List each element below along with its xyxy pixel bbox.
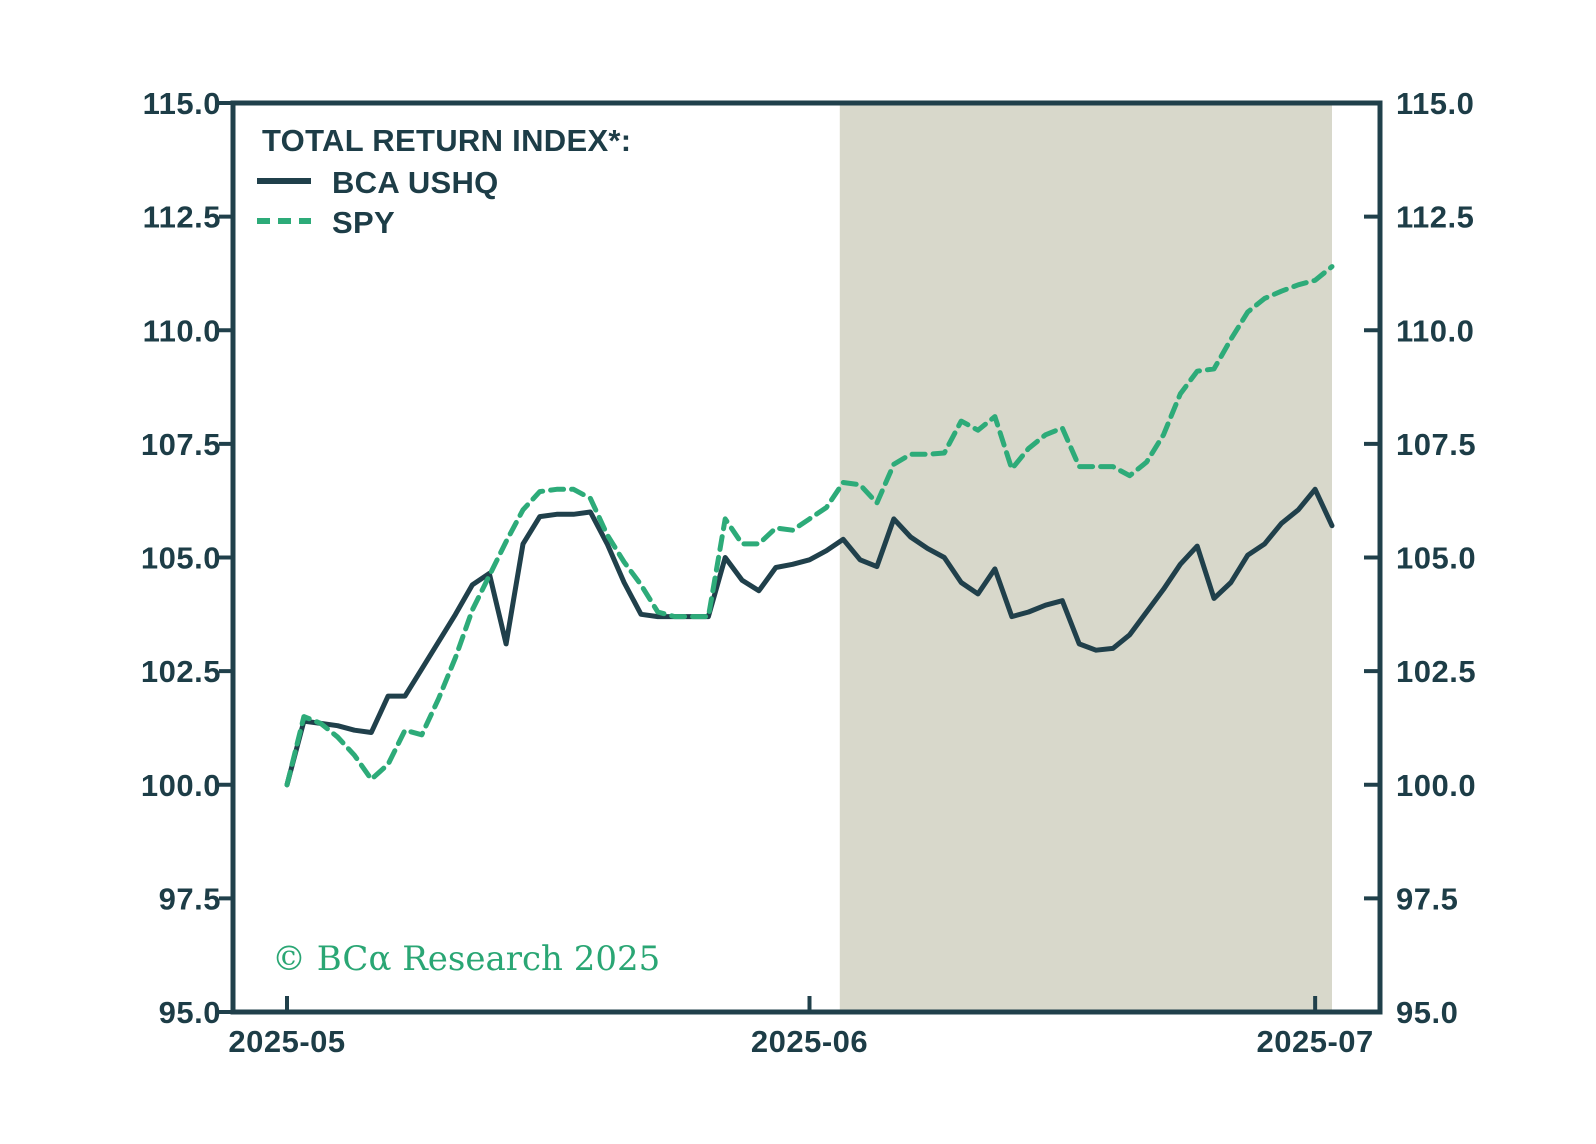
y-axis-label-right: 110.0 xyxy=(1396,313,1474,348)
y-axis-label-right: 107.5 xyxy=(1396,427,1476,462)
bca-ushq-line xyxy=(284,486,1335,788)
spy-line xyxy=(284,264,1335,788)
x-axis-label: 2025-06 xyxy=(751,1024,868,1059)
legend-title: TOTAL RETURN INDEX*: xyxy=(262,123,631,158)
y-axis-label-left: 105.0 xyxy=(141,541,221,576)
y-axis-label-right: 102.5 xyxy=(1396,654,1476,689)
plot-area: 95.0 95.0 97.5 97.5 100.0 100.0 102.5 102.5 105.… xyxy=(141,86,1476,1059)
y-axis-label-left: 110.0 xyxy=(143,313,221,348)
y-axis-label-left: 107.5 xyxy=(141,427,221,462)
y-axis-label-left: 102.5 xyxy=(141,654,221,689)
y-axis-label-right: 105.0 xyxy=(1396,541,1476,576)
y-axis-label-right: 115.0 xyxy=(1396,86,1474,121)
legend-label-spy: SPY xyxy=(332,205,395,240)
chart-legend: TOTAL RETURN INDEX*: BCA USHQ SPY xyxy=(257,123,631,240)
y-axis-label-left: 115.0 xyxy=(143,86,221,121)
y-axis-label-right: 95.0 xyxy=(1396,995,1458,1030)
y-axis-label-right: 100.0 xyxy=(1396,768,1476,803)
y-axis-label-left: 112.5 xyxy=(143,200,221,235)
y-axis-label-left: 95.0 xyxy=(159,995,221,1030)
x-axis-label: 2025-05 xyxy=(228,1024,345,1059)
legend-label-bca-ushq: BCA USHQ xyxy=(332,165,499,200)
copyright-watermark: © BCα Research 2025 xyxy=(272,939,660,979)
y-axis-label-left: 97.5 xyxy=(159,881,221,916)
highlight-region xyxy=(839,103,1332,1012)
y-axis-label-right: 97.5 xyxy=(1396,881,1458,916)
y-axis-label-right: 112.5 xyxy=(1396,200,1474,235)
y-axis-label-left: 100.0 xyxy=(141,768,221,803)
x-axis-label: 2025-07 xyxy=(1257,1024,1374,1059)
